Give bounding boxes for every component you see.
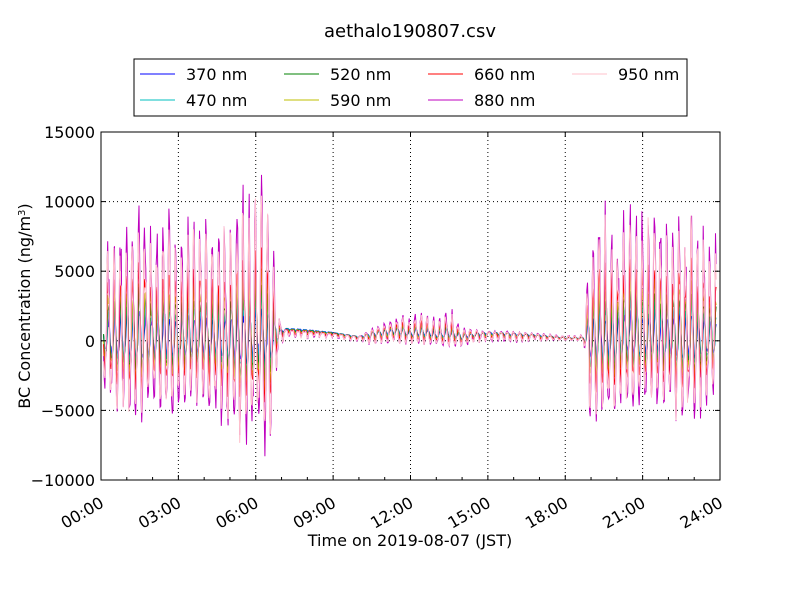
x-tick-label: 09:00 [290,493,339,533]
y-axis-label: BC Concentration (ng/m3) [15,203,34,408]
x-tick-label: 12:00 [367,493,416,533]
x-tick-label: 03:00 [135,493,184,533]
axis-ticks [100,131,721,481]
legend-label: 520 nm [330,65,391,84]
y-tick-label: 0 [85,332,95,351]
legend: 370 nm 470 nm 520 nm 590 nm 660 nm 880 nm 950 … [133,58,688,117]
x-axis-label: Time on 2019-08-07 (JST) [307,531,512,550]
x-tick-label: 15:00 [444,493,493,533]
y-tick-label: −5000 [41,401,95,420]
series-line-950-nm [103,195,717,443]
legend-label: 950 nm [618,65,679,84]
y-tick-label: −10000 [31,471,95,490]
legend-frame [133,58,688,117]
series-layer [103,174,717,457]
x-tick-label: 00:00 [58,493,107,533]
x-tick-label: 21:00 [599,493,648,533]
legend-label: 590 nm [330,91,391,110]
y-tick-labels: −10000 −5000 0 5000 10000 15000 [31,123,95,490]
x-tick-label: 24:00 [677,493,726,533]
y-tick-label: 15000 [44,123,95,142]
x-tick-label: 06:00 [212,493,261,533]
legend-label: 370 nm [186,65,247,84]
x-tick-label: 18:00 [522,493,571,533]
chart-title: aethalo190807.csv [324,21,496,42]
y-tick-label: 10000 [44,193,95,212]
y-tick-label: 5000 [54,262,95,281]
x-tick-labels: 00:00 03:00 06:00 09:00 12:00 15:00 18:00 21:00… [58,493,726,533]
legend-label: 660 nm [474,65,535,84]
legend-label: 880 nm [474,91,535,110]
legend-label: 470 nm [186,91,247,110]
